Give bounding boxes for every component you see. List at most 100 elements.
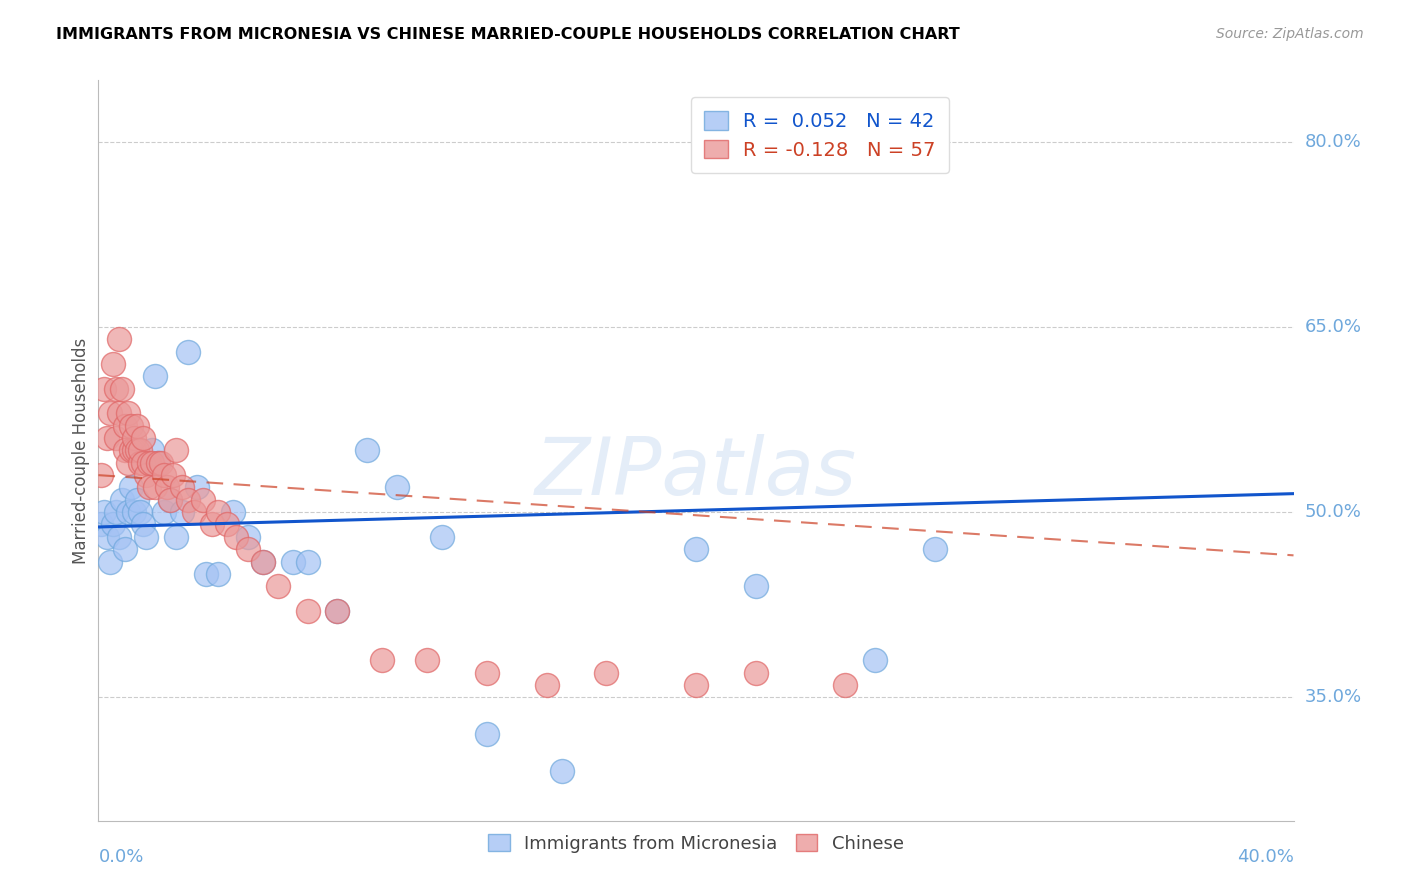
Point: [159, 492, 181, 507]
Point: [225, 530, 247, 544]
Point: [297, 604, 319, 618]
Point: [165, 443, 187, 458]
Point: [252, 554, 274, 569]
Text: IMMIGRANTS FROM MICRONESIA VS CHINESE MARRIED-COUPLE HOUSEHOLDS CORRELATION CHAR: IMMIGRANTS FROM MICRONESIA VS CHINESE MA…: [56, 27, 960, 42]
Point: [281, 554, 304, 569]
Text: 50.0%: 50.0%: [1305, 503, 1361, 521]
Point: [141, 456, 163, 470]
Point: [127, 492, 149, 507]
Point: [416, 653, 439, 667]
Point: [124, 443, 146, 458]
Text: 80.0%: 80.0%: [1305, 133, 1361, 151]
Point: [120, 418, 142, 433]
Point: [207, 566, 229, 581]
Point: [111, 382, 134, 396]
Point: [165, 530, 187, 544]
Point: [267, 579, 290, 593]
Point: [93, 505, 115, 519]
Point: [132, 431, 155, 445]
Point: [98, 554, 122, 569]
Point: [143, 369, 166, 384]
Point: [103, 357, 125, 371]
Point: [132, 517, 155, 532]
Point: [148, 456, 170, 470]
Point: [96, 431, 118, 445]
Point: [475, 727, 498, 741]
Point: [129, 456, 152, 470]
Point: [129, 443, 152, 458]
Point: [135, 468, 157, 483]
Point: [105, 382, 128, 396]
Point: [135, 530, 157, 544]
Point: [108, 530, 131, 544]
Point: [108, 332, 131, 346]
Point: [108, 407, 131, 421]
Text: 0.0%: 0.0%: [98, 848, 143, 866]
Point: [172, 505, 194, 519]
Legend: Immigrants from Micronesia, Chinese: Immigrants from Micronesia, Chinese: [481, 827, 911, 860]
Point: [98, 407, 122, 421]
Point: [745, 579, 768, 593]
Point: [129, 505, 152, 519]
Point: [143, 480, 166, 494]
Point: [124, 431, 146, 445]
Point: [114, 542, 136, 557]
Point: [127, 418, 149, 433]
Point: [236, 530, 259, 544]
Point: [834, 678, 856, 692]
Point: [111, 492, 134, 507]
Point: [326, 604, 349, 618]
Text: Source: ZipAtlas.com: Source: ZipAtlas.com: [1216, 27, 1364, 41]
Point: [236, 542, 259, 557]
Point: [924, 542, 946, 557]
Point: [114, 418, 136, 433]
Point: [153, 468, 176, 483]
Point: [159, 492, 181, 507]
Point: [183, 505, 205, 519]
Point: [120, 480, 142, 494]
Point: [685, 542, 707, 557]
Point: [132, 456, 155, 470]
Point: [252, 554, 274, 569]
Text: 40.0%: 40.0%: [1237, 848, 1294, 866]
Point: [114, 443, 136, 458]
Point: [195, 566, 218, 581]
Point: [177, 492, 200, 507]
Point: [385, 480, 409, 494]
Point: [222, 505, 245, 519]
Point: [475, 665, 498, 680]
Point: [595, 665, 617, 680]
Point: [117, 407, 139, 421]
Point: [124, 505, 146, 519]
Point: [117, 456, 139, 470]
Point: [156, 480, 179, 494]
Point: [371, 653, 394, 667]
Point: [127, 443, 149, 458]
Point: [356, 443, 378, 458]
Point: [297, 554, 319, 569]
Point: [93, 382, 115, 396]
Text: 35.0%: 35.0%: [1305, 689, 1362, 706]
Point: [90, 517, 112, 532]
Point: [90, 468, 112, 483]
Point: [138, 480, 160, 494]
Point: [745, 665, 768, 680]
Point: [685, 678, 707, 692]
Point: [148, 456, 170, 470]
Point: [141, 443, 163, 458]
Point: [162, 468, 184, 483]
Text: ZIPatlas: ZIPatlas: [534, 434, 858, 512]
Point: [120, 443, 142, 458]
Point: [865, 653, 887, 667]
Point: [172, 480, 194, 494]
Point: [536, 678, 558, 692]
Point: [153, 505, 176, 519]
Point: [150, 456, 173, 470]
Point: [215, 517, 238, 532]
Point: [117, 505, 139, 519]
Point: [186, 480, 208, 494]
Point: [207, 505, 229, 519]
Point: [105, 505, 128, 519]
Point: [105, 431, 128, 445]
Point: [550, 764, 572, 779]
